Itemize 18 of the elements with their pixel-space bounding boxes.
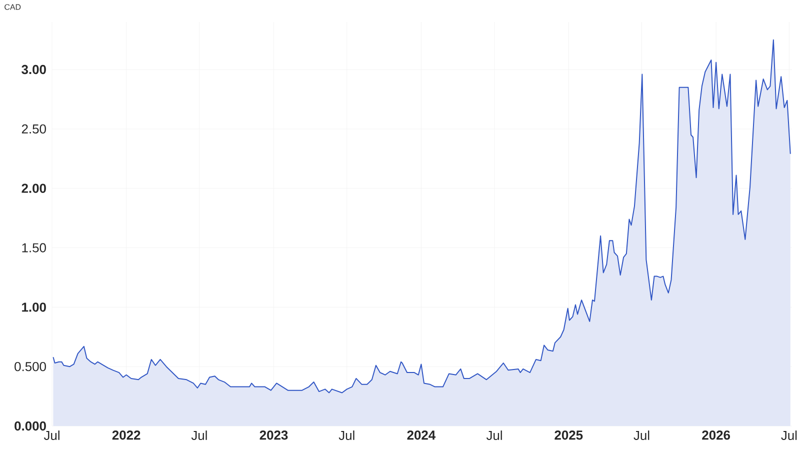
- x-tick-label: 2025: [554, 430, 583, 440]
- y-tick-label: 1.50: [22, 243, 46, 252]
- y-tick-label: 0.000: [14, 421, 46, 431]
- x-tick-label: Jul: [634, 430, 650, 440]
- x-tick-label: 2023: [260, 430, 288, 440]
- y-tick-label: 2.00: [22, 184, 46, 193]
- y-tick-label: 0.500: [14, 362, 46, 372]
- x-tick-label: Jul: [44, 430, 60, 440]
- x-tick-label: 2026: [702, 430, 730, 440]
- x-tick-label: 2022: [112, 430, 140, 440]
- x-tick-label: Jul: [338, 430, 354, 440]
- x-tick-label: 2024: [407, 430, 436, 440]
- x-tick-label: Jul: [781, 430, 797, 440]
- y-tick-label: 2.50: [22, 124, 46, 134]
- y-tick-label: 1.00: [22, 302, 46, 312]
- y-tick-label: 3.00: [22, 64, 46, 74]
- x-tick-label: Jul: [191, 430, 207, 440]
- x-tick-label: Jul: [486, 430, 502, 440]
